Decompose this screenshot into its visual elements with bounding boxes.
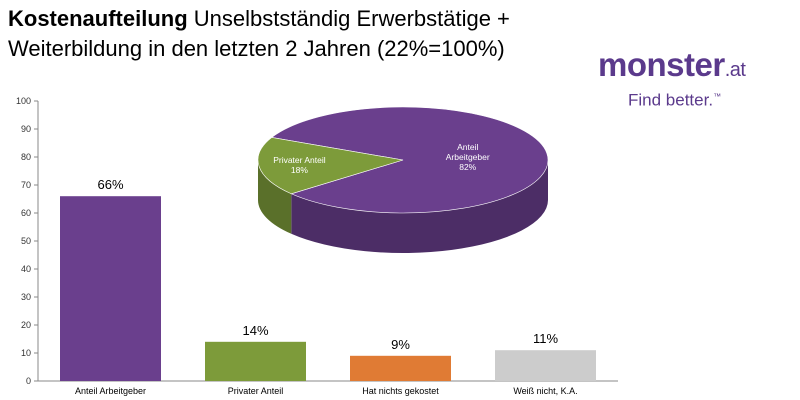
y-tick-label: 30 [21,292,31,302]
y-tick-label: 50 [21,236,31,246]
pie-slice-label-line: 18% [291,165,308,175]
bar-value-label: 14% [242,323,268,338]
pie-slice [257,137,404,195]
bar [60,196,161,381]
logo-main-text: monster [598,46,725,83]
x-category-label: Hat nichts gekostet [362,386,439,396]
pie-slice-side [291,160,548,253]
logo-tagline-text: Find better. [628,90,714,110]
pie-slice-label-line: Arbeitgeber [446,152,490,162]
y-tick-label: 90 [21,124,31,134]
chart-title: Kostenaufteilung Unselbstständig Erwerbs… [8,4,608,64]
bar [495,350,596,381]
bar-value-label: 9% [391,337,410,352]
logo-wordmark: monster.at [598,48,798,87]
bar [205,341,306,381]
logo-suffix: .at [724,59,746,81]
logo-tagline: Find better.™ [628,87,798,111]
pie-slice-label: Anteil Arbeitgeber 82% [446,142,490,172]
y-tick-label: 40 [21,264,31,274]
x-category-label: Weiß nicht, K.A. [513,386,577,396]
pie-slice [271,106,549,214]
logo-trademark: ™ [713,92,722,101]
monster-logo: monster.at Find better.™ [598,48,798,111]
pie-slice-label: Privater Anteil 18% [273,155,326,175]
pie-slice-side [258,160,292,234]
bar-value-label: 11% [533,331,558,346]
bar-value-label: 66% [97,177,123,192]
y-tick-label: 0 [26,376,31,386]
x-category-label: Privater Anteil [228,386,284,396]
pie-slice-label-line: Privater Anteil [273,155,326,165]
bar [350,355,451,381]
chart-title-bold: Kostenaufteilung [8,6,188,31]
y-tick-label: 100 [16,96,31,106]
y-tick-label: 70 [21,180,31,190]
y-tick-label: 60 [21,208,31,218]
y-tick-label: 20 [21,320,31,330]
pie-slice-label-line: 82% [459,162,476,172]
y-tick-label: 80 [21,152,31,162]
chart-title-rest: Unselbstständig Erwerbstätige + Weiterbi… [8,6,510,61]
x-category-label: Anteil Arbeitgeber [75,386,146,396]
pie-slice-label-line: Anteil [457,142,478,152]
y-tick-label: 10 [21,348,31,358]
